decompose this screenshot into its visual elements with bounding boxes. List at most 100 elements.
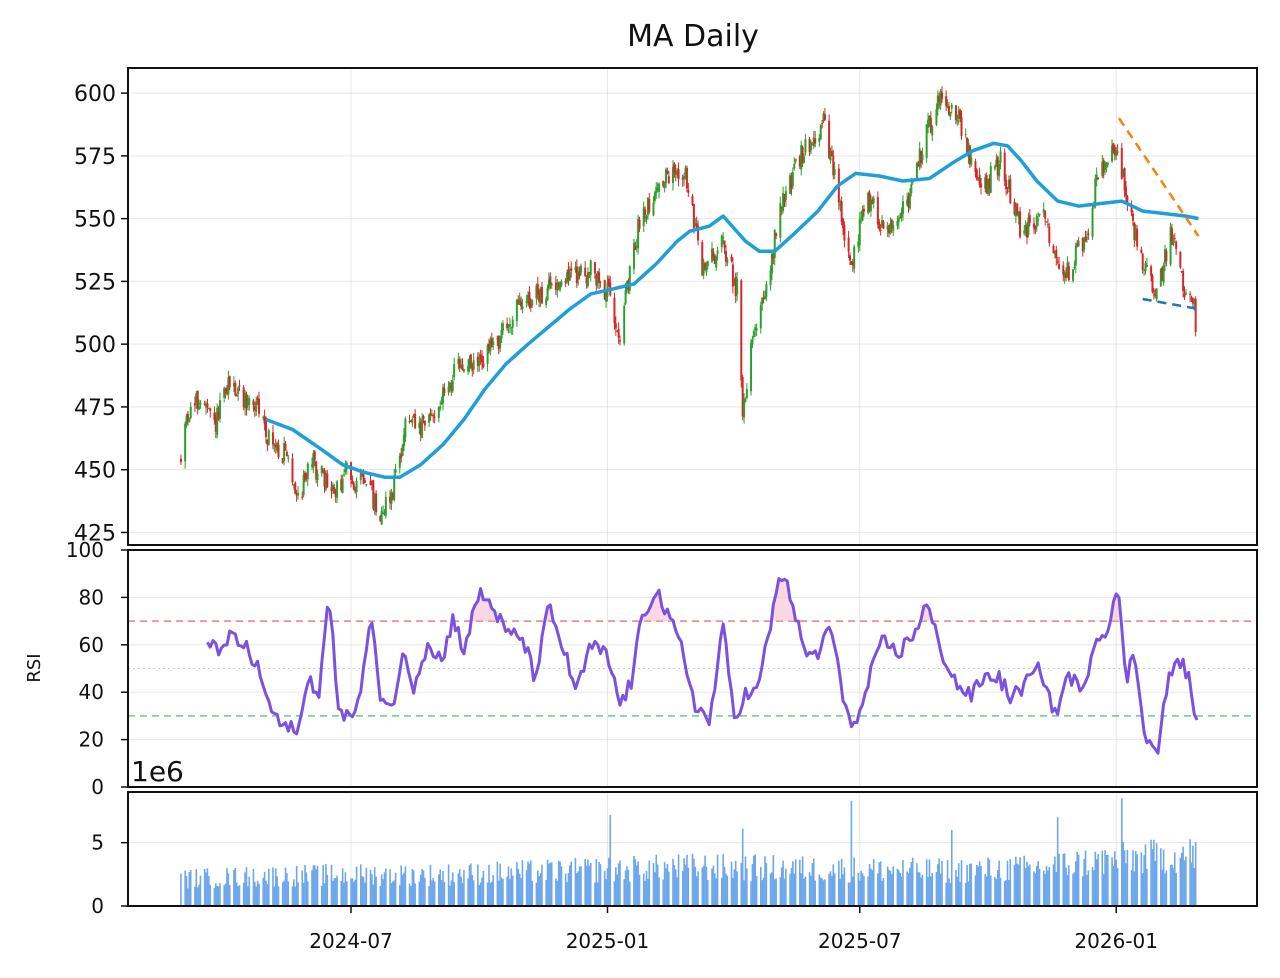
volume-bar — [594, 882, 596, 906]
candle-body — [263, 416, 266, 424]
volume-bar — [1133, 871, 1136, 906]
volume-bar — [379, 886, 382, 906]
volume-bar — [353, 881, 355, 906]
candle-body — [506, 323, 509, 329]
candle-body — [287, 457, 290, 459]
volume-bar — [606, 868, 609, 906]
volume-bar — [741, 828, 744, 906]
candle-body — [255, 400, 258, 412]
volume-bar — [949, 882, 952, 906]
volume-bar — [1084, 850, 1087, 906]
candle-body — [248, 398, 251, 405]
candle-body — [761, 297, 764, 305]
volume-bar — [732, 877, 734, 906]
candle-body — [433, 416, 436, 418]
candle-body — [578, 272, 581, 277]
candle-body — [773, 229, 776, 258]
candle-body — [722, 236, 725, 239]
candle-body — [277, 444, 280, 458]
volume-bar — [1091, 867, 1094, 906]
y-tick-label: 525 — [74, 270, 116, 295]
candle-body — [653, 192, 656, 201]
x-tick-label: 2026-01 — [1074, 929, 1158, 953]
volume-bar — [701, 867, 704, 906]
candle-body — [886, 225, 889, 230]
candle-body — [336, 481, 339, 498]
volume-bar — [1180, 852, 1183, 906]
candle-body — [743, 398, 746, 418]
volume-bar — [879, 861, 882, 906]
candle-body — [956, 120, 959, 122]
candle-body — [218, 400, 221, 419]
candle-body — [559, 282, 562, 290]
candle-body — [304, 472, 307, 480]
candle-body — [695, 223, 698, 229]
price-panel-frame — [127, 67, 1258, 546]
candle-body — [404, 418, 407, 438]
volume-bar — [326, 874, 329, 906]
volume-bar — [428, 886, 430, 906]
volume-bar — [400, 865, 402, 906]
candle-body — [1124, 186, 1127, 196]
volume-bar — [712, 865, 715, 906]
candle-body — [331, 484, 334, 490]
volume-bar — [1017, 864, 1020, 906]
volume-bar — [677, 854, 680, 906]
volume-bar — [1182, 846, 1184, 906]
candle-body — [784, 190, 787, 200]
volume-y-ticks: 05 — [91, 831, 128, 918]
rsi-line — [206, 577, 1199, 755]
candle-body — [295, 492, 298, 496]
candle-body — [1102, 160, 1105, 173]
volume-bar — [609, 814, 612, 906]
volume-bar — [1097, 853, 1099, 906]
volume-bar — [888, 869, 890, 906]
volume-bar — [917, 872, 920, 906]
volume-bar — [520, 878, 522, 906]
volume-bar — [467, 878, 469, 906]
candle-body — [821, 122, 824, 124]
candle-body — [412, 415, 415, 417]
candle-body — [858, 219, 861, 245]
candle-body — [599, 282, 602, 284]
candle-body — [223, 388, 226, 398]
candle-body — [273, 444, 276, 446]
volume-bar — [1154, 861, 1157, 906]
volume-bar — [851, 876, 854, 906]
candle-body — [872, 198, 875, 204]
candle-body — [993, 166, 996, 169]
volume-bar — [276, 876, 278, 906]
volume-bar — [470, 863, 472, 906]
volume-bar — [892, 866, 895, 906]
volume-bar — [897, 870, 900, 906]
volume-bar — [697, 871, 699, 906]
vol-tick-label: 5 — [91, 831, 104, 855]
volume-bar — [527, 861, 529, 906]
volume-bar — [736, 871, 738, 906]
volume-bar — [674, 869, 677, 906]
volume-bar — [681, 871, 684, 906]
volume-bar — [541, 864, 543, 906]
candle-body — [780, 207, 783, 209]
candle-body — [442, 387, 445, 404]
volume-bar — [1172, 868, 1175, 906]
candle-body — [546, 288, 549, 301]
volume-bar — [925, 859, 928, 906]
volume-bar — [683, 858, 685, 906]
candle-body — [1136, 229, 1139, 247]
volume-bar — [1122, 841, 1124, 906]
candle-body — [302, 474, 305, 496]
candle-body — [500, 329, 503, 339]
candle-body — [315, 461, 318, 480]
volume-bar — [438, 874, 440, 906]
volume-bar — [442, 870, 444, 906]
volume-bar — [535, 882, 538, 906]
candle-body — [267, 430, 270, 445]
candle-body — [900, 211, 903, 218]
candle-body — [1150, 266, 1153, 276]
volume-bar — [589, 862, 592, 906]
volume-bar — [945, 882, 947, 906]
volume-bar — [489, 882, 492, 906]
candle-body — [457, 359, 460, 364]
